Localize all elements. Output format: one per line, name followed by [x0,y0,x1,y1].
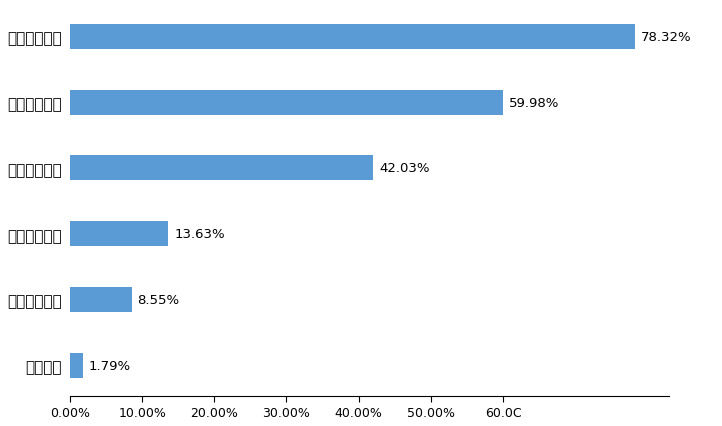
Text: 13.63%: 13.63% [174,227,225,241]
Text: 1.79%: 1.79% [89,359,131,372]
Bar [70,353,83,378]
Bar [70,222,168,247]
Text: 78.32%: 78.32% [641,31,692,43]
Bar [70,90,503,115]
Bar [70,25,635,49]
Text: 59.98%: 59.98% [508,96,559,109]
Text: 42.03%: 42.03% [379,162,430,175]
Bar [70,288,131,312]
Bar [70,156,373,181]
Text: 8.55%: 8.55% [137,294,180,306]
